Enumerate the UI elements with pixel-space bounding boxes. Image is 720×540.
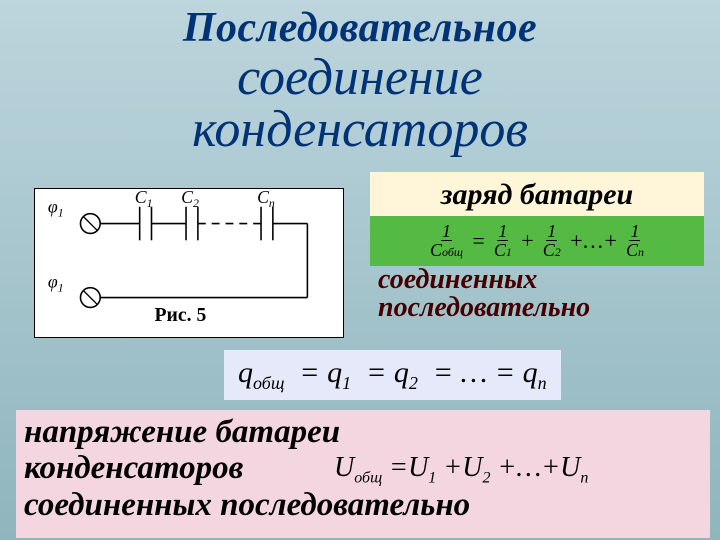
capacitance-formula-box: 1Cобщ = 1C1 + 1C2 +…+ 1Cn [370,216,704,266]
svg-text:C2: C2 [181,189,199,210]
title-line-2: соединение [0,52,720,104]
covered-line-2: последовательно [378,294,704,322]
svg-text:Рис. 5: Рис. 5 [154,304,206,326]
circuit-diagram: φ1 C1 C2 Cn φ1 Рис. 5 [34,188,344,338]
title-line-1: Последовательное [0,4,720,52]
svg-text:Cn: Cn [257,189,275,210]
svg-text:C1: C1 [135,189,153,210]
svg-text:φ1: φ1 [48,197,64,220]
slide-title: Последовательное соединение конденсаторо… [0,0,720,156]
voltage-label-1: напряжение батареи [24,414,470,450]
voltage-label-3: соединенных последовательно [24,487,470,523]
voltage-formula: Uобщ =U1 +U2 +…+Un [334,452,588,488]
covered-line-1: соединенных [378,266,704,294]
title-line-3: конденсаторов [0,104,720,156]
covered-text: соединенных последовательно [370,266,704,322]
charge-label-box: заряд батареи [370,172,704,216]
right-column: заряд батареи 1Cобщ = 1C1 + 1C2 +…+ 1Cn … [370,172,704,322]
svg-text:φ1: φ1 [48,272,64,295]
voltage-box: напряжение батареи конденсаторов соедине… [16,410,710,538]
charge-formula-box: qобщ = q1 = q2 = … = qn [224,350,561,400]
